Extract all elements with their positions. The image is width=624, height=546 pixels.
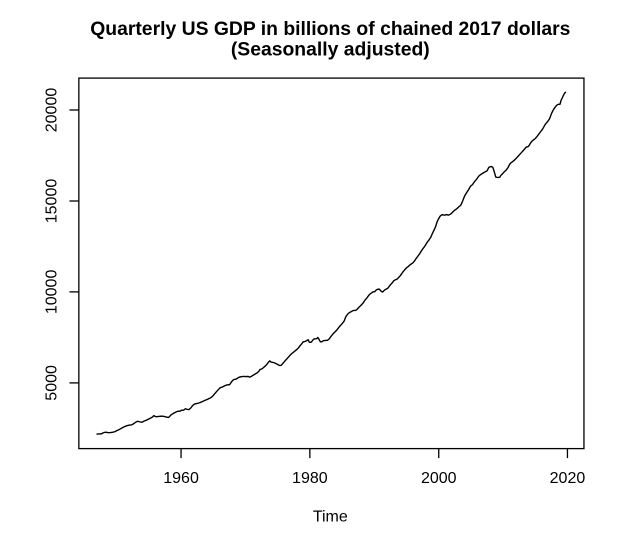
svg-text:Time: Time <box>313 509 348 526</box>
svg-text:10000: 10000 <box>43 270 60 315</box>
svg-text:Quarterly US GDP in billions o: Quarterly US GDP in billions of chained … <box>90 18 570 40</box>
svg-text:1980: 1980 <box>292 470 328 487</box>
svg-text:1960: 1960 <box>163 470 199 487</box>
svg-text:(Seasonally adjusted): (Seasonally adjusted) <box>231 39 430 61</box>
svg-text:5000: 5000 <box>43 365 60 401</box>
svg-text:20000: 20000 <box>43 88 60 133</box>
svg-text:15000: 15000 <box>43 179 60 224</box>
svg-text:2000: 2000 <box>421 470 457 487</box>
svg-text:2020: 2020 <box>550 470 586 487</box>
